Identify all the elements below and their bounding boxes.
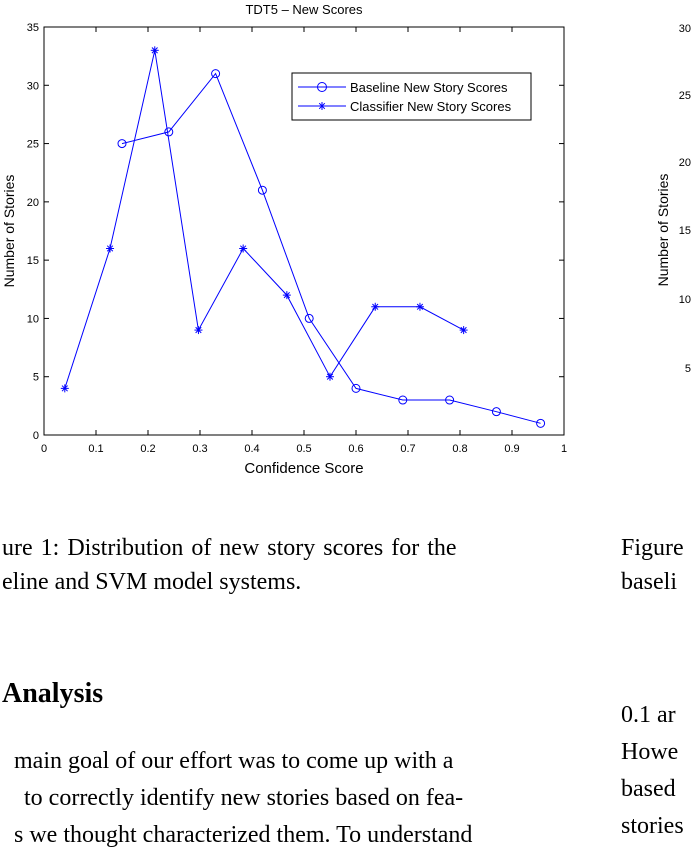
caption-line: eline and SVM model systems. — [2, 569, 302, 595]
body-text-line: based — [621, 776, 676, 802]
x-tick-label: 0.9 — [504, 443, 519, 455]
data-point-classifier — [106, 244, 115, 253]
y-tick-label: 10 — [27, 313, 39, 325]
data-point-classifier — [459, 326, 468, 335]
data-point-classifier — [415, 302, 424, 311]
y-tick-label: 20 — [27, 197, 39, 209]
y-axis-label: Number of Stories — [1, 175, 17, 288]
legend-label-classifier: Classifier New Story Scores — [350, 99, 512, 114]
data-point-baseline — [117, 139, 127, 149]
data-point-baseline — [211, 69, 221, 79]
asterisk-stroke — [151, 47, 158, 54]
data-point-baseline — [257, 185, 267, 195]
chart-tdt5-new-scores: TDT5 – New Scores 0 0.1 0.2 0.3 0.4 0.5 0.6 0.7… — [1, 2, 567, 477]
data-point-baseline — [491, 407, 501, 417]
figure-caption-right: Figure baseli — [621, 531, 684, 599]
data-point-classifier — [371, 302, 380, 311]
asterisk-stroke — [318, 102, 326, 110]
y-tick-label: 0 — [33, 430, 39, 442]
y-tick-label: 35 — [27, 22, 39, 34]
chart-title: TDT5 – New Scores — [245, 2, 363, 17]
series-line-classifier — [64, 50, 464, 389]
x-tick-label: 0.2 — [140, 443, 155, 455]
x-tick-label: 1 — [561, 443, 567, 455]
legend-marker-circle — [317, 82, 327, 92]
legend: Baseline New Story Scores Classifier New… — [291, 72, 532, 121]
data-point-baseline — [304, 313, 314, 323]
figure-caption-left: ure 1: Distribution of new story scores … — [2, 531, 457, 599]
body-text-line: Howe — [621, 739, 679, 765]
y-axis-ticks: 0 5 10 15 20 25 30 35 — [27, 22, 564, 442]
right-y-tick-label: 5 — [685, 363, 691, 375]
y-tick-label: 5 — [33, 372, 39, 384]
body-text-line: 0.1 ar — [621, 702, 676, 728]
right-y-axis-ticks: 5 10 15 20 25 30 — [679, 23, 691, 375]
right-y-tick-label: 10 — [679, 294, 691, 306]
body-text-line: to correctly identify new stories based … — [24, 785, 464, 811]
y-tick-label: 25 — [27, 139, 39, 151]
series-layer — [60, 46, 546, 428]
x-tick-label: 0.8 — [452, 443, 467, 455]
asterisk-stroke — [372, 303, 379, 310]
y-tick-label: 30 — [27, 80, 39, 92]
data-point-baseline — [536, 418, 546, 428]
data-point-classifier — [239, 244, 248, 253]
caption-line: Figure — [621, 535, 684, 561]
body-text-line: stories — [621, 813, 684, 839]
asterisk-stroke — [195, 326, 202, 334]
data-point-classifier — [326, 372, 334, 381]
body-text-line: s we thought characterized them. To unde… — [14, 822, 473, 848]
data-point-classifier — [282, 291, 291, 300]
x-axis-ticks: 0 0.1 0.2 0.3 0.4 0.5 0.6 0.7 0.8 0.9 1 — [41, 27, 567, 455]
asterisk-stroke — [326, 373, 334, 380]
asterisk-stroke — [106, 245, 114, 252]
right-y-tick-label: 15 — [679, 225, 691, 237]
legend-asterisk-shape — [318, 102, 326, 110]
right-y-tick-label: 25 — [679, 90, 691, 102]
data-point-baseline — [164, 127, 174, 137]
section-heading: Analysis — [2, 678, 104, 709]
data-point-classifier — [150, 46, 159, 55]
body-text-line: main goal of our effort was to come up w… — [14, 748, 454, 774]
data-point-classifier — [60, 384, 69, 393]
asterisk-stroke — [283, 291, 290, 299]
right-y-axis-label-visible: Number of Stories — [655, 174, 671, 287]
x-tick-label: 0 — [41, 443, 47, 455]
right-y-tick-label: 30 — [679, 23, 691, 35]
right-y-tick-label: 20 — [679, 157, 691, 169]
data-point-baseline — [398, 395, 408, 405]
series-line-baseline — [121, 72, 541, 424]
y-tick-label: 15 — [27, 255, 39, 267]
data-point-classifier — [194, 326, 203, 335]
asterisk-stroke — [61, 385, 68, 392]
data-point-baseline — [445, 395, 455, 405]
x-tick-label: 0.4 — [244, 443, 259, 455]
x-tick-label: 0.3 — [192, 443, 207, 455]
data-point-baseline — [351, 383, 361, 393]
asterisk-stroke — [460, 326, 467, 334]
x-tick-label: 0.6 — [348, 443, 363, 455]
asterisk-stroke — [416, 303, 424, 310]
caption-line: ure 1: Distribution of new story scores … — [2, 535, 457, 561]
legend-label-baseline: Baseline New Story Scores — [350, 80, 508, 95]
x-tick-label: 0.5 — [296, 443, 311, 455]
caption-line: baseli — [621, 569, 677, 595]
legend-box — [291, 72, 532, 121]
x-tick-label: 0.1 — [88, 443, 103, 455]
x-tick-label: 0.7 — [400, 443, 415, 455]
asterisk-stroke — [240, 245, 247, 252]
x-axis-label: Confidence Score — [244, 460, 363, 477]
legend-marker-asterisk — [318, 102, 326, 110]
